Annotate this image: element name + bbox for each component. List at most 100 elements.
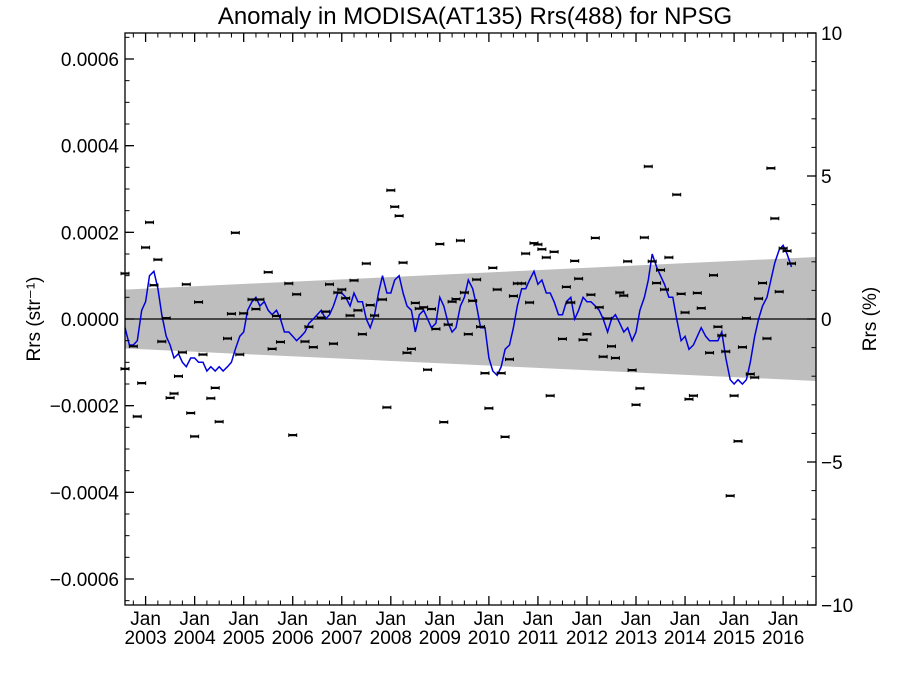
data-marker <box>525 300 535 305</box>
data-marker <box>676 292 686 296</box>
data-marker <box>137 381 147 385</box>
data-marker <box>557 337 567 341</box>
left-tick-label: −0.0004 <box>50 483 120 504</box>
data-marker <box>778 246 788 251</box>
data-marker <box>288 433 298 437</box>
right-tick-label: −5 <box>821 453 843 474</box>
x-tick-year: 2006 <box>272 628 314 649</box>
data-marker <box>398 260 408 265</box>
data-marker <box>341 296 351 300</box>
data-marker <box>292 292 302 297</box>
data-marker <box>300 339 310 344</box>
data-marker <box>177 350 187 355</box>
data-marker <box>725 494 735 498</box>
x-tick-month: Jan <box>719 609 750 630</box>
data-marker <box>664 255 674 260</box>
data-marker <box>181 282 191 287</box>
data-marker <box>688 393 698 398</box>
data-marker <box>496 371 506 375</box>
x-tick-year: 2007 <box>321 628 363 649</box>
data-marker <box>549 250 559 254</box>
x-tick-year: 2010 <box>468 628 510 649</box>
x-tick-year: 2003 <box>124 628 166 649</box>
data-marker <box>598 354 608 359</box>
data-marker <box>606 344 616 349</box>
data-marker <box>353 308 363 313</box>
data-marker <box>145 220 155 225</box>
data-marker <box>304 325 314 329</box>
data-marker <box>370 313 380 318</box>
data-marker <box>325 282 335 287</box>
chart-title: Anomaly in MODISA(AT135) Rrs(488) for NP… <box>218 3 732 30</box>
x-tick-month: Jan <box>228 609 259 630</box>
x-tick-month: Jan <box>179 609 210 630</box>
data-marker <box>729 393 739 398</box>
right-y-axis: 10 5 0 −5 −10 <box>807 24 853 617</box>
data-marker <box>239 311 249 316</box>
data-marker <box>149 283 159 287</box>
data-marker <box>377 297 387 302</box>
right-tick-label: 10 <box>821 24 842 45</box>
data-marker <box>394 214 404 218</box>
data-marker <box>594 305 604 310</box>
x-tick-month: Jan <box>277 609 308 630</box>
x-tick-year: 2014 <box>664 628 707 649</box>
x-tick-month: Jan <box>670 609 701 630</box>
data-marker <box>267 347 277 351</box>
left-tick-label: −0.0002 <box>50 397 119 418</box>
data-marker <box>206 396 216 401</box>
data-marker <box>643 164 653 169</box>
data-marker <box>284 281 294 286</box>
data-marker <box>333 290 343 295</box>
data-marker <box>476 325 486 329</box>
data-marker <box>132 414 142 419</box>
data-marker <box>652 281 662 285</box>
data-marker <box>672 192 682 197</box>
data-marker <box>639 235 649 240</box>
x-tick-year: 2011 <box>518 628 559 649</box>
right-tick-label: 5 <box>821 167 832 188</box>
left-axis-label: Rrs (str⁻¹) <box>24 277 45 362</box>
data-marker <box>255 297 265 302</box>
data-marker <box>463 332 473 336</box>
x-tick-year: 2004 <box>173 628 216 649</box>
x-tick-month: Jan <box>130 609 161 630</box>
data-marker <box>586 292 596 297</box>
data-marker <box>504 357 514 362</box>
data-marker <box>517 281 527 286</box>
data-marker <box>263 270 273 274</box>
data-marker <box>161 316 171 320</box>
data-marker <box>782 249 792 253</box>
data-marker <box>590 236 600 240</box>
data-marker <box>737 345 747 349</box>
data-marker <box>561 285 571 289</box>
data-marker <box>230 230 240 235</box>
data-marker <box>603 316 613 321</box>
data-marker <box>631 403 641 407</box>
right-tick-label: 0 <box>821 310 832 331</box>
data-marker <box>615 290 625 295</box>
data-marker <box>321 309 331 314</box>
data-marker <box>386 188 396 193</box>
data-marker <box>406 347 416 351</box>
data-marker <box>157 339 167 344</box>
data-marker <box>128 344 138 349</box>
data-marker <box>635 386 645 391</box>
x-tick-month: Jan <box>768 609 799 630</box>
data-marker <box>488 266 498 270</box>
right-axis-label: Rrs (%) <box>860 287 881 351</box>
data-marker <box>656 268 666 272</box>
x-tick-month: Jan <box>621 609 652 630</box>
data-marker <box>774 289 784 294</box>
x-tick-month: Jan <box>425 609 456 630</box>
data-marker <box>210 386 220 390</box>
data-marker <box>190 434 200 439</box>
data-marker <box>308 345 318 349</box>
data-marker <box>439 420 449 424</box>
data-marker <box>659 287 669 292</box>
x-tick-month: Jan <box>523 609 554 630</box>
data-marker <box>533 242 543 247</box>
data-marker <box>165 396 175 400</box>
data-marker <box>680 310 690 315</box>
data-marker <box>382 405 392 410</box>
